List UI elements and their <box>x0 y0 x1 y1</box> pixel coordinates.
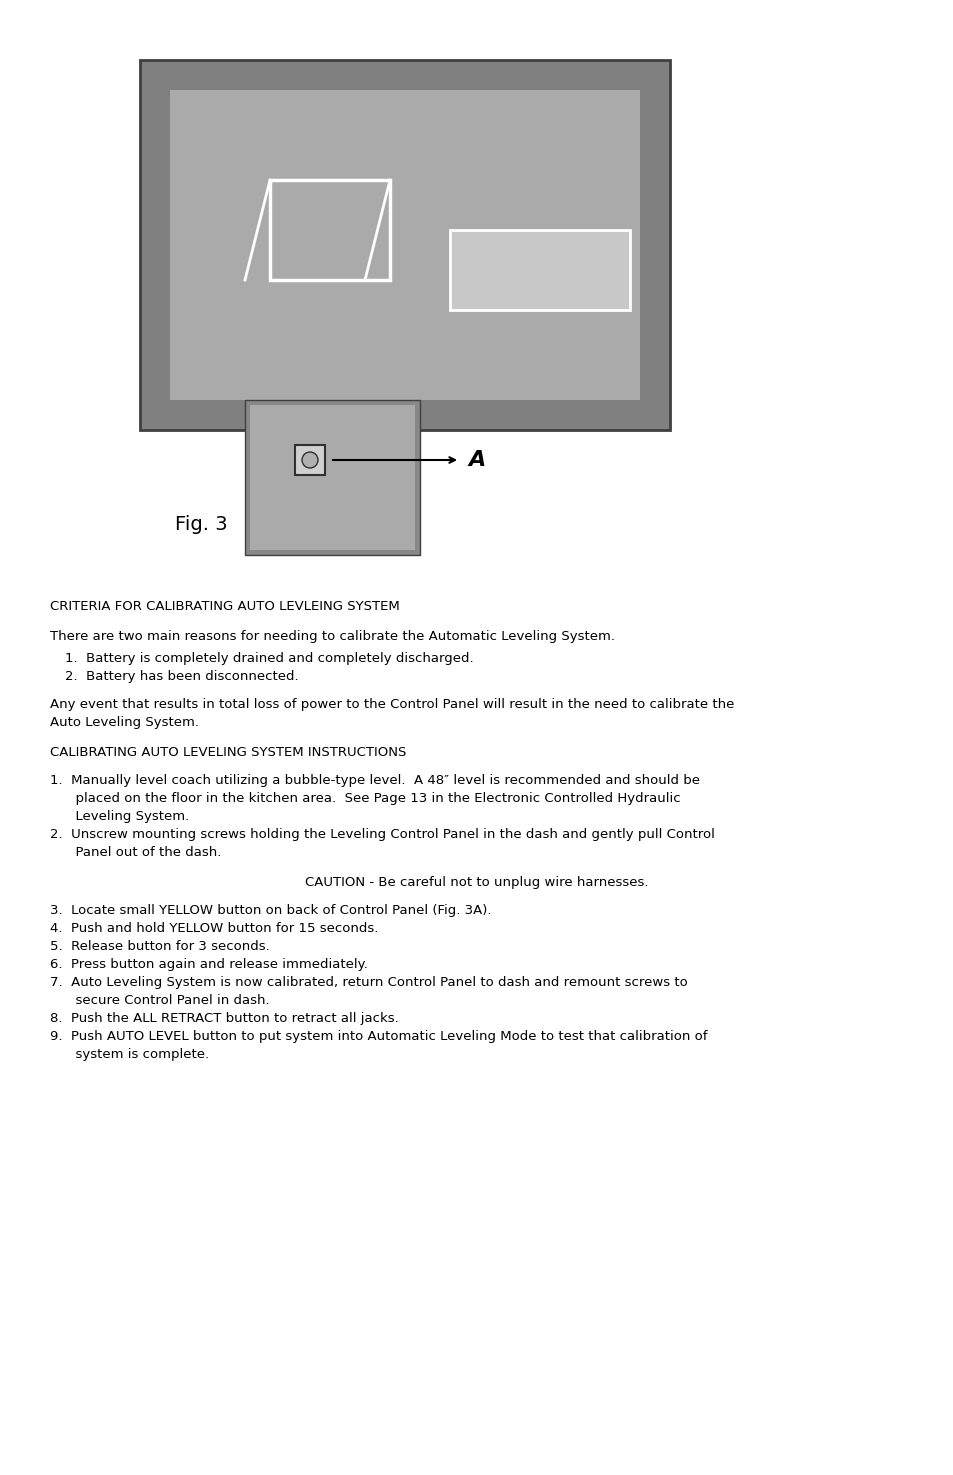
Text: 3.  Locate small YELLOW button on back of Control Panel (Fig. 3A).: 3. Locate small YELLOW button on back of… <box>50 904 491 917</box>
Bar <box>170 90 639 400</box>
Text: system is complete.: system is complete. <box>50 1049 209 1061</box>
Bar <box>245 400 419 555</box>
Text: Any event that results in total loss of power to the Control Panel will result i: Any event that results in total loss of … <box>50 698 734 711</box>
Text: 2.  Unscrew mounting screws holding the Leveling Control Panel in the dash and g: 2. Unscrew mounting screws holding the L… <box>50 827 714 841</box>
Text: CALIBRATING AUTO LEVELING SYSTEM INSTRUCTIONS: CALIBRATING AUTO LEVELING SYSTEM INSTRUC… <box>50 746 406 760</box>
Text: 2.  Battery has been disconnected.: 2. Battery has been disconnected. <box>65 670 298 683</box>
Text: 7.  Auto Leveling System is now calibrated, return Control Panel to dash and rem: 7. Auto Leveling System is now calibrate… <box>50 976 687 990</box>
Bar <box>450 230 629 310</box>
Text: Panel out of the dash.: Panel out of the dash. <box>50 847 221 858</box>
Text: Fig. 3: Fig. 3 <box>174 515 228 534</box>
Bar <box>140 60 669 431</box>
Bar <box>140 60 669 431</box>
Text: 1.  Battery is completely drained and completely discharged.: 1. Battery is completely drained and com… <box>65 652 473 665</box>
Text: Auto Leveling System.: Auto Leveling System. <box>50 715 199 729</box>
Bar <box>294 445 325 475</box>
Text: 5.  Release button for 3 seconds.: 5. Release button for 3 seconds. <box>50 940 270 953</box>
Text: There are two main reasons for needing to calibrate the Automatic Leveling Syste: There are two main reasons for needing t… <box>50 630 615 643</box>
Bar <box>270 180 390 280</box>
Text: 9.  Push AUTO LEVEL button to put system into Automatic Leveling Mode to test th: 9. Push AUTO LEVEL button to put system … <box>50 1030 707 1043</box>
Text: Leveling System.: Leveling System. <box>50 810 189 823</box>
Text: 8.  Push the ALL RETRACT button to retract all jacks.: 8. Push the ALL RETRACT button to retrac… <box>50 1012 398 1025</box>
Text: 4.  Push and hold YELLOW button for 15 seconds.: 4. Push and hold YELLOW button for 15 se… <box>50 922 378 935</box>
Text: CAUTION - Be careful not to unplug wire harnesses.: CAUTION - Be careful not to unplug wire … <box>305 876 648 889</box>
Text: placed on the floor in the kitchen area.  See Page 13 in the Electronic Controll: placed on the floor in the kitchen area.… <box>50 792 679 805</box>
Text: 1.  Manually level coach utilizing a bubble-type level.  A 48″ level is recommen: 1. Manually level coach utilizing a bubb… <box>50 774 700 788</box>
Circle shape <box>302 451 317 468</box>
Text: 6.  Press button again and release immediately.: 6. Press button again and release immedi… <box>50 957 367 971</box>
Text: CRITERIA FOR CALIBRATING AUTO LEVLEING SYSTEM: CRITERIA FOR CALIBRATING AUTO LEVLEING S… <box>50 600 399 614</box>
Text: secure Control Panel in dash.: secure Control Panel in dash. <box>50 994 270 1007</box>
Text: A: A <box>468 450 485 471</box>
Bar <box>250 406 415 550</box>
